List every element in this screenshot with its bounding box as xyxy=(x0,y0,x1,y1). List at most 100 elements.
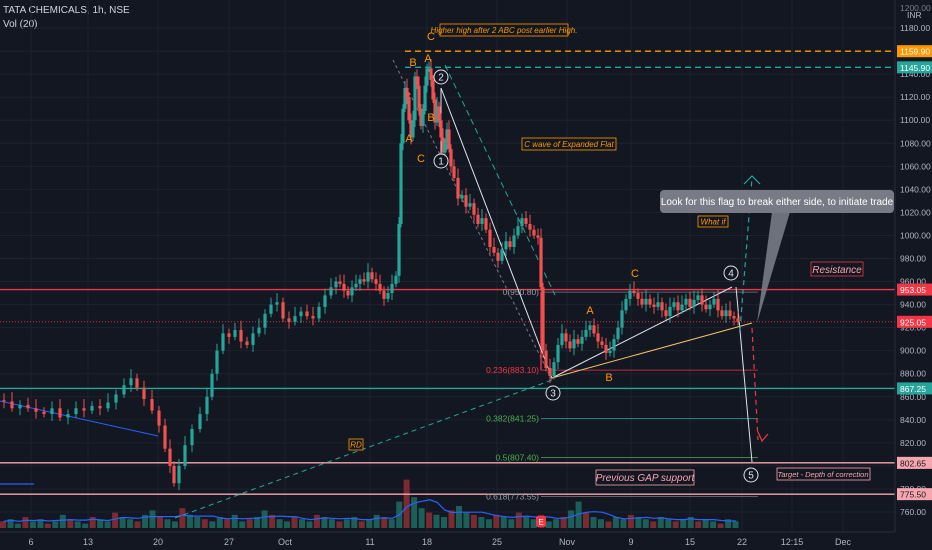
candle-body xyxy=(449,149,453,167)
note-rd[interactable]: RD xyxy=(350,441,362,450)
projection-up-arrow xyxy=(743,175,761,185)
candle-body xyxy=(560,333,564,345)
note-c-wave[interactable]: C wave of Expanded Flat xyxy=(524,140,614,149)
candle-body xyxy=(516,226,520,236)
flag-lower-line[interactable] xyxy=(551,322,753,379)
time-tick-label: Oct xyxy=(278,537,293,547)
volume-bar xyxy=(568,510,575,528)
volume-bar xyxy=(680,519,687,528)
candle-body xyxy=(382,290,386,299)
candle-body xyxy=(114,394,118,403)
candle-body xyxy=(42,411,46,415)
candle-body xyxy=(688,298,692,307)
candle-body xyxy=(736,318,740,322)
candle-body xyxy=(417,85,421,109)
candle-body xyxy=(720,310,724,317)
time-tick-label: 25 xyxy=(492,537,502,547)
wave-4-5-line[interactable] xyxy=(735,286,753,463)
candle-body xyxy=(504,241,508,250)
volume-bar xyxy=(269,514,276,528)
candle-body xyxy=(190,429,194,446)
volume-bar xyxy=(59,514,66,528)
candle-body xyxy=(692,299,696,307)
note-previous-gap[interactable]: Previous GAP support xyxy=(596,473,696,484)
fib-level-label: 0(950.80) xyxy=(503,287,540,297)
volume-bar xyxy=(456,506,462,528)
price-tick-label: 1100.00 xyxy=(900,115,930,125)
volume-indicator-label[interactable]: Vol (20) xyxy=(3,19,38,30)
candle-body xyxy=(520,218,524,227)
wave-label-b-flat[interactable]: B xyxy=(605,372,612,384)
note-look-for[interactable]: Look for this flag to break either side,… xyxy=(661,197,894,208)
candle-body xyxy=(616,327,620,340)
fib-level-label: 0.382(841.25) xyxy=(486,413,539,423)
price-tag xyxy=(897,61,932,74)
wave-label-c-flat[interactable]: C xyxy=(631,268,639,280)
wave-line-2-3[interactable] xyxy=(440,87,553,379)
note-resistance[interactable]: Resistance xyxy=(812,265,862,276)
wave-label-b-top[interactable]: B xyxy=(409,57,416,69)
wave-circle-2-ring xyxy=(433,69,449,85)
volume-bar xyxy=(157,517,163,528)
candle-body xyxy=(508,241,512,247)
candle-body xyxy=(210,373,214,397)
fib-level-label: 0.5(807.40) xyxy=(496,452,540,462)
drawings[interactable] xyxy=(0,59,790,519)
candle-body xyxy=(287,318,291,322)
candle-body xyxy=(604,344,608,353)
down-channel-dashed-1[interactable] xyxy=(392,59,553,381)
candle-body xyxy=(541,287,545,351)
volume-bar xyxy=(343,519,350,528)
earnings-badge[interactable] xyxy=(536,516,546,527)
candle-body xyxy=(394,275,398,284)
wave-label-a-flat[interactable]: A xyxy=(586,305,594,317)
wave-label-a-low[interactable]: A xyxy=(405,133,413,145)
wave-circle-3[interactable]: 3 xyxy=(550,389,556,400)
note-target[interactable]: Target - Depth of correction xyxy=(777,470,868,479)
candle-body xyxy=(323,295,327,307)
note-what-if[interactable]: What if xyxy=(701,218,727,227)
wave-circle-5[interactable]: 5 xyxy=(748,471,754,482)
down-channel-dashed-2[interactable] xyxy=(444,64,556,296)
price-tick-label: 860.00 xyxy=(900,392,926,402)
rising-support-dashed[interactable] xyxy=(174,379,553,519)
note-rd-box xyxy=(348,438,364,451)
wave-label-a-top[interactable]: A xyxy=(424,53,432,65)
candle-body xyxy=(378,283,382,291)
annotations[interactable]: Higher high after 2 ABC post earlier Hig… xyxy=(348,23,894,486)
volume-bar xyxy=(523,517,530,528)
candle-body xyxy=(684,298,688,305)
volume-bar xyxy=(104,521,111,528)
candle-body xyxy=(608,350,612,353)
wave-label-b-low[interactable]: B xyxy=(427,112,434,124)
candle-body xyxy=(640,298,644,305)
wave-circle-2[interactable]: 2 xyxy=(438,73,444,84)
wave-label-c-top[interactable]: C xyxy=(427,31,435,43)
candle-body xyxy=(329,287,333,296)
candle-body xyxy=(338,281,342,284)
candle-body xyxy=(700,295,704,305)
volume-bar xyxy=(246,519,253,528)
candle-body xyxy=(732,316,736,319)
candle-body xyxy=(269,304,273,314)
descending-trendline-left[interactable] xyxy=(0,400,159,437)
volume-bar xyxy=(321,517,328,528)
note-higher-high[interactable]: Higher high after 2 ABC post earlier Hig… xyxy=(431,26,578,35)
price-tag-label: 867.25 xyxy=(900,384,926,394)
candle-body xyxy=(472,203,476,215)
candle-body xyxy=(401,108,405,144)
projection-down[interactable] xyxy=(751,327,759,441)
candle-body xyxy=(106,402,110,409)
price-tick-top: 1200.00 xyxy=(900,3,931,13)
wave-circle-4[interactable]: 4 xyxy=(728,269,734,280)
price-tick-label: 1000.00 xyxy=(900,230,931,240)
candle-body xyxy=(464,195,468,207)
price-tick-label: 1020.00 xyxy=(900,207,931,217)
target-box xyxy=(776,467,871,481)
candle-body xyxy=(708,304,712,310)
candle-body xyxy=(403,87,407,109)
wave-circle-1[interactable]: 1 xyxy=(438,157,444,168)
wave-label-c-low[interactable]: C xyxy=(417,153,425,165)
candle-body xyxy=(425,68,429,86)
